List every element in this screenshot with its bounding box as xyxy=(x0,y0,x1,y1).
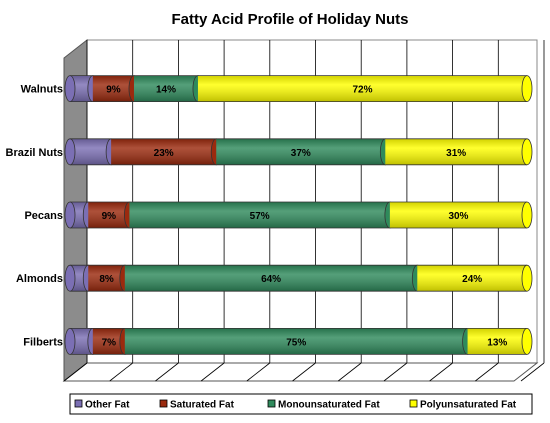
bar-segment-cap xyxy=(521,75,533,102)
data-label: 37% xyxy=(291,148,311,159)
bar-start-cap xyxy=(64,138,76,166)
bar-segment xyxy=(92,75,140,102)
bar-segment-shading xyxy=(70,328,93,355)
bar-segment-shading xyxy=(70,138,112,165)
legend-swatch xyxy=(159,399,168,408)
category-label: Pecans xyxy=(24,210,63,222)
bar-segment-shading xyxy=(88,265,125,292)
data-label: 13% xyxy=(487,337,507,348)
bar-segment xyxy=(197,75,533,102)
bar-segment-shading xyxy=(216,138,386,165)
floor-gridline xyxy=(292,362,316,382)
bar-segment xyxy=(417,264,533,292)
bar-segment-shading xyxy=(70,75,93,102)
floor-gridline xyxy=(475,362,499,382)
legend-label: Other Fat xyxy=(85,400,130,411)
floor-gridline xyxy=(383,362,408,382)
bar-segment-cap xyxy=(521,138,533,166)
legend-label: Saturated Fat xyxy=(170,400,235,411)
data-label: 57% xyxy=(250,211,270,222)
bar-segment xyxy=(88,264,131,292)
bar-segment-shading xyxy=(467,328,527,355)
data-label: 9% xyxy=(102,211,117,222)
data-label: 72% xyxy=(352,85,372,96)
bar-segment-shading xyxy=(124,328,468,355)
floor-gridline xyxy=(109,362,133,382)
data-label: 14% xyxy=(156,85,176,96)
bar-segment xyxy=(385,138,533,166)
category-label: Filberts xyxy=(23,336,63,348)
category-label: Almonds xyxy=(16,273,63,285)
bar-segment-shading xyxy=(129,202,390,228)
legend-item: Monounsaturated Fat xyxy=(267,399,380,411)
bars-layer xyxy=(64,75,533,355)
floor-gridline xyxy=(429,362,453,382)
bar-segment xyxy=(70,138,117,166)
legend-swatch xyxy=(267,399,276,408)
legend-swatch xyxy=(409,399,418,408)
bar-segment xyxy=(389,201,533,229)
bar-segment-cap xyxy=(521,264,533,292)
legend-item: Other Fat xyxy=(74,399,130,411)
category-label: Brazil Nuts xyxy=(6,147,63,159)
bar-segment-shading xyxy=(92,75,134,102)
bar-segment-shading xyxy=(417,265,527,292)
data-label: 7% xyxy=(102,337,117,348)
bar-segment xyxy=(129,201,396,229)
legend-box xyxy=(69,393,533,415)
data-label: 8% xyxy=(99,274,114,285)
legend-label: Polyunsaturated Fat xyxy=(420,400,517,411)
bar-start-cap xyxy=(64,264,76,292)
bar-segment-shading xyxy=(124,265,418,292)
floor-gridline xyxy=(200,362,225,382)
data-label: 9% xyxy=(106,85,121,96)
bar-segment xyxy=(111,138,222,166)
legend: Other Fat Saturated Fat Monounsaturated Fa… xyxy=(74,399,517,411)
bar-segment-shading xyxy=(197,75,527,102)
legend-item: Saturated Fat xyxy=(159,399,235,411)
bar-segment-cap xyxy=(521,201,533,229)
data-label: 75% xyxy=(286,337,306,348)
floor-gridline xyxy=(246,362,271,382)
bar-segment xyxy=(467,327,533,355)
data-label: 23% xyxy=(154,148,174,159)
category-label: Walnuts xyxy=(21,84,63,96)
bar-start-cap xyxy=(64,327,76,355)
bar-segment xyxy=(124,264,423,292)
plot-floor xyxy=(62,362,539,382)
bar-segment xyxy=(124,327,473,355)
floor-gridline xyxy=(155,362,179,382)
data-label: 31% xyxy=(446,148,466,159)
labels-layer: Walnuts 9% 14% 72% Brazil Nuts 23% 37% 31% Pecan… xyxy=(6,84,508,349)
bar-segment-shading xyxy=(385,138,527,165)
bar-start-cap xyxy=(64,201,76,229)
floor-gridline xyxy=(63,362,88,382)
data-label: 30% xyxy=(448,211,468,222)
legend-item: Polyunsaturated Fat xyxy=(409,399,517,411)
bar-segment-shading xyxy=(133,75,198,102)
bar-start-cap xyxy=(64,75,76,102)
bar-segment-shading xyxy=(389,202,527,228)
bar-segment-cap xyxy=(521,327,533,355)
legend-swatch xyxy=(74,399,83,408)
data-label: 24% xyxy=(462,274,482,285)
legend-label: Monounsaturated Fat xyxy=(278,400,380,411)
floor-gridline xyxy=(337,362,362,382)
bar-segment-shading xyxy=(111,138,217,165)
data-label: 64% xyxy=(261,274,281,285)
chart-title: Fatty Acid Profile of Holiday Nuts xyxy=(172,11,409,28)
bar-segment-shading xyxy=(88,202,130,228)
floor-gridline xyxy=(520,362,545,382)
